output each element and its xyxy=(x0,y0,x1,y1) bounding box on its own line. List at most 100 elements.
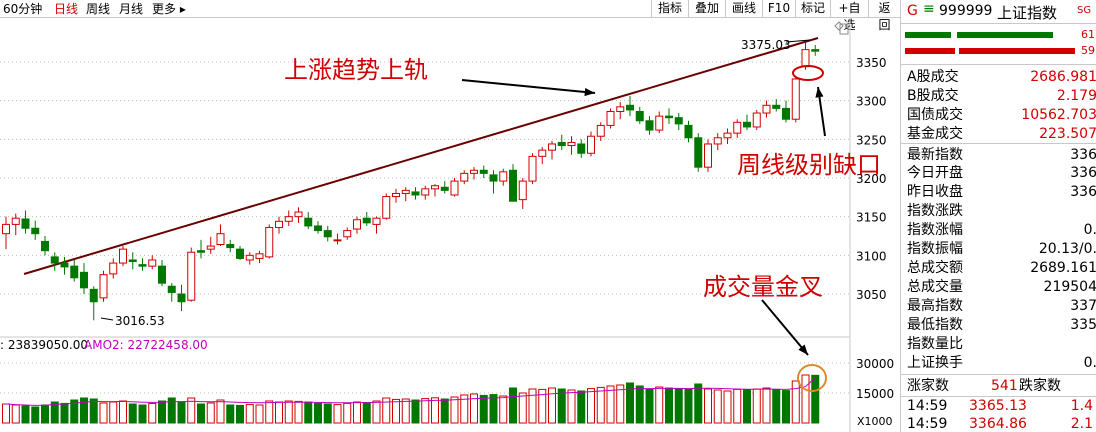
volume-bar xyxy=(665,387,673,424)
volume-bar xyxy=(206,402,215,424)
candle-body xyxy=(752,112,761,128)
volume-bar xyxy=(596,386,605,424)
candle-body xyxy=(265,226,274,258)
candle-body xyxy=(772,104,781,109)
volume-bar xyxy=(626,382,634,424)
tick-row: 14:59 3365.13 1.4 xyxy=(905,397,1096,415)
quote-row: 指数涨跌 xyxy=(905,202,1096,220)
quote-title: G ≡ 999999 上证指数 SG xyxy=(901,0,1096,24)
overlay-button[interactable]: 叠加 xyxy=(688,0,725,18)
amo2-line xyxy=(5,377,816,406)
high-marker-line xyxy=(785,39,811,43)
menu-icon[interactable]: ≡ xyxy=(923,1,935,17)
quote-row-value: 219504 xyxy=(1043,279,1096,295)
index-code: 999999 xyxy=(939,3,993,19)
quote-row-value: 0. xyxy=(1083,355,1096,371)
bar-value-2: 59 xyxy=(1081,44,1095,57)
volume-bar xyxy=(60,402,69,424)
volume-bar xyxy=(177,401,186,424)
volume-bar xyxy=(782,390,790,424)
volume-bar xyxy=(489,394,498,424)
volume-bar xyxy=(275,401,283,424)
volume-bar xyxy=(577,390,586,424)
volume-bar xyxy=(713,389,722,424)
low-marker-line xyxy=(100,317,114,321)
quote-row: 指数涨幅 0. xyxy=(905,221,1096,239)
quote-row-value: 2.179 xyxy=(1056,88,1096,104)
candle-body xyxy=(304,217,313,227)
candle-body xyxy=(138,264,147,267)
volume-bar xyxy=(21,405,30,424)
candle-body xyxy=(450,180,459,196)
quote-row-label: 最低指数 xyxy=(907,317,963,333)
volume-bar xyxy=(31,406,40,424)
quote-row-value: 336 xyxy=(1070,184,1096,200)
candle-body xyxy=(333,239,342,242)
quote-row: 总成交额 2689.161 xyxy=(905,259,1096,277)
quote-row: 指数量比 xyxy=(905,335,1096,353)
volume-bar xyxy=(226,404,235,424)
diamond-icon[interactable] xyxy=(834,21,844,31)
quote-row: 今日开盘 336 xyxy=(905,164,1096,182)
volume-bar xyxy=(733,388,742,424)
candle-body xyxy=(694,137,703,168)
quote-row-label: 指数振幅 xyxy=(907,241,963,257)
mark-button[interactable]: 标记 xyxy=(795,0,830,18)
candle-body xyxy=(479,169,488,174)
volume-bar xyxy=(801,374,810,424)
price-tick-label: 3050 xyxy=(856,288,887,302)
tab-weekly[interactable]: 周线 xyxy=(86,2,111,16)
golden-cross-circle xyxy=(797,364,827,392)
candle-body xyxy=(733,121,742,134)
indicator-button[interactable]: 指标 xyxy=(651,0,688,18)
volume-bar xyxy=(587,388,595,424)
candle-body xyxy=(70,265,79,279)
separator xyxy=(901,143,1096,144)
candle-body xyxy=(645,120,654,131)
candle-body xyxy=(284,216,293,222)
tick-time: 14:59 xyxy=(907,416,948,432)
add-watchlist-button[interactable]: +自选 xyxy=(830,0,868,32)
tab-more[interactable]: 更多 ▸ xyxy=(152,2,186,16)
candle-body xyxy=(255,253,264,259)
trend-line-layer xyxy=(23,37,819,275)
candle-body xyxy=(294,211,303,218)
candle-body xyxy=(665,115,673,119)
volume-bar xyxy=(509,387,517,424)
volume-bar xyxy=(655,386,664,424)
volume-bar xyxy=(674,388,683,424)
candle-body xyxy=(616,106,625,112)
quote-row-label: 指数涨跌 xyxy=(907,203,963,219)
candle-body xyxy=(421,188,430,196)
volume-bar xyxy=(440,398,449,424)
volume-bar xyxy=(567,389,576,424)
trend-annotation: 上涨趋势上轨 xyxy=(284,56,428,84)
tab-monthly[interactable]: 月线 xyxy=(119,2,144,16)
quote-panel: G ≡ 999999 上证指数 SG 61 59 A股成交 2686.981 B股成… xyxy=(900,0,1096,432)
kline-chart[interactable]: 3350 3300 3250 3200 3150 3100 3050 30000 15000 3… xyxy=(0,18,900,432)
candle-body xyxy=(606,110,615,126)
quote-row: B股成交 2.179 xyxy=(905,87,1096,105)
quote-row-value: 337 xyxy=(1070,298,1096,314)
volume-bar xyxy=(450,396,459,424)
quote-row: 指数振幅 20.13/0. xyxy=(905,240,1096,258)
candle-body xyxy=(314,225,322,232)
tab-60min[interactable]: 60分钟 xyxy=(3,2,43,16)
quote-row-label: 总成交量 xyxy=(907,279,963,295)
candle-body xyxy=(587,135,595,154)
volume-bar xyxy=(333,404,342,424)
tab-daily[interactable]: 日线 xyxy=(54,2,79,16)
candle-body xyxy=(509,169,517,202)
updown-row: 涨家数 541 跌家数 xyxy=(905,377,1096,395)
f10-button[interactable]: F10 xyxy=(762,0,795,18)
volume-bar xyxy=(382,397,391,424)
volume-bar xyxy=(245,404,254,424)
draw-line-button[interactable]: 画线 xyxy=(725,0,762,18)
volume-tick-label: 15000 xyxy=(856,387,894,401)
restore-icon[interactable] xyxy=(839,23,849,35)
candle-body xyxy=(626,104,634,111)
candle-body xyxy=(119,248,127,264)
back-button[interactable]: 返回 xyxy=(868,0,900,32)
volume-bar xyxy=(772,388,781,424)
volume-bar xyxy=(392,398,400,424)
